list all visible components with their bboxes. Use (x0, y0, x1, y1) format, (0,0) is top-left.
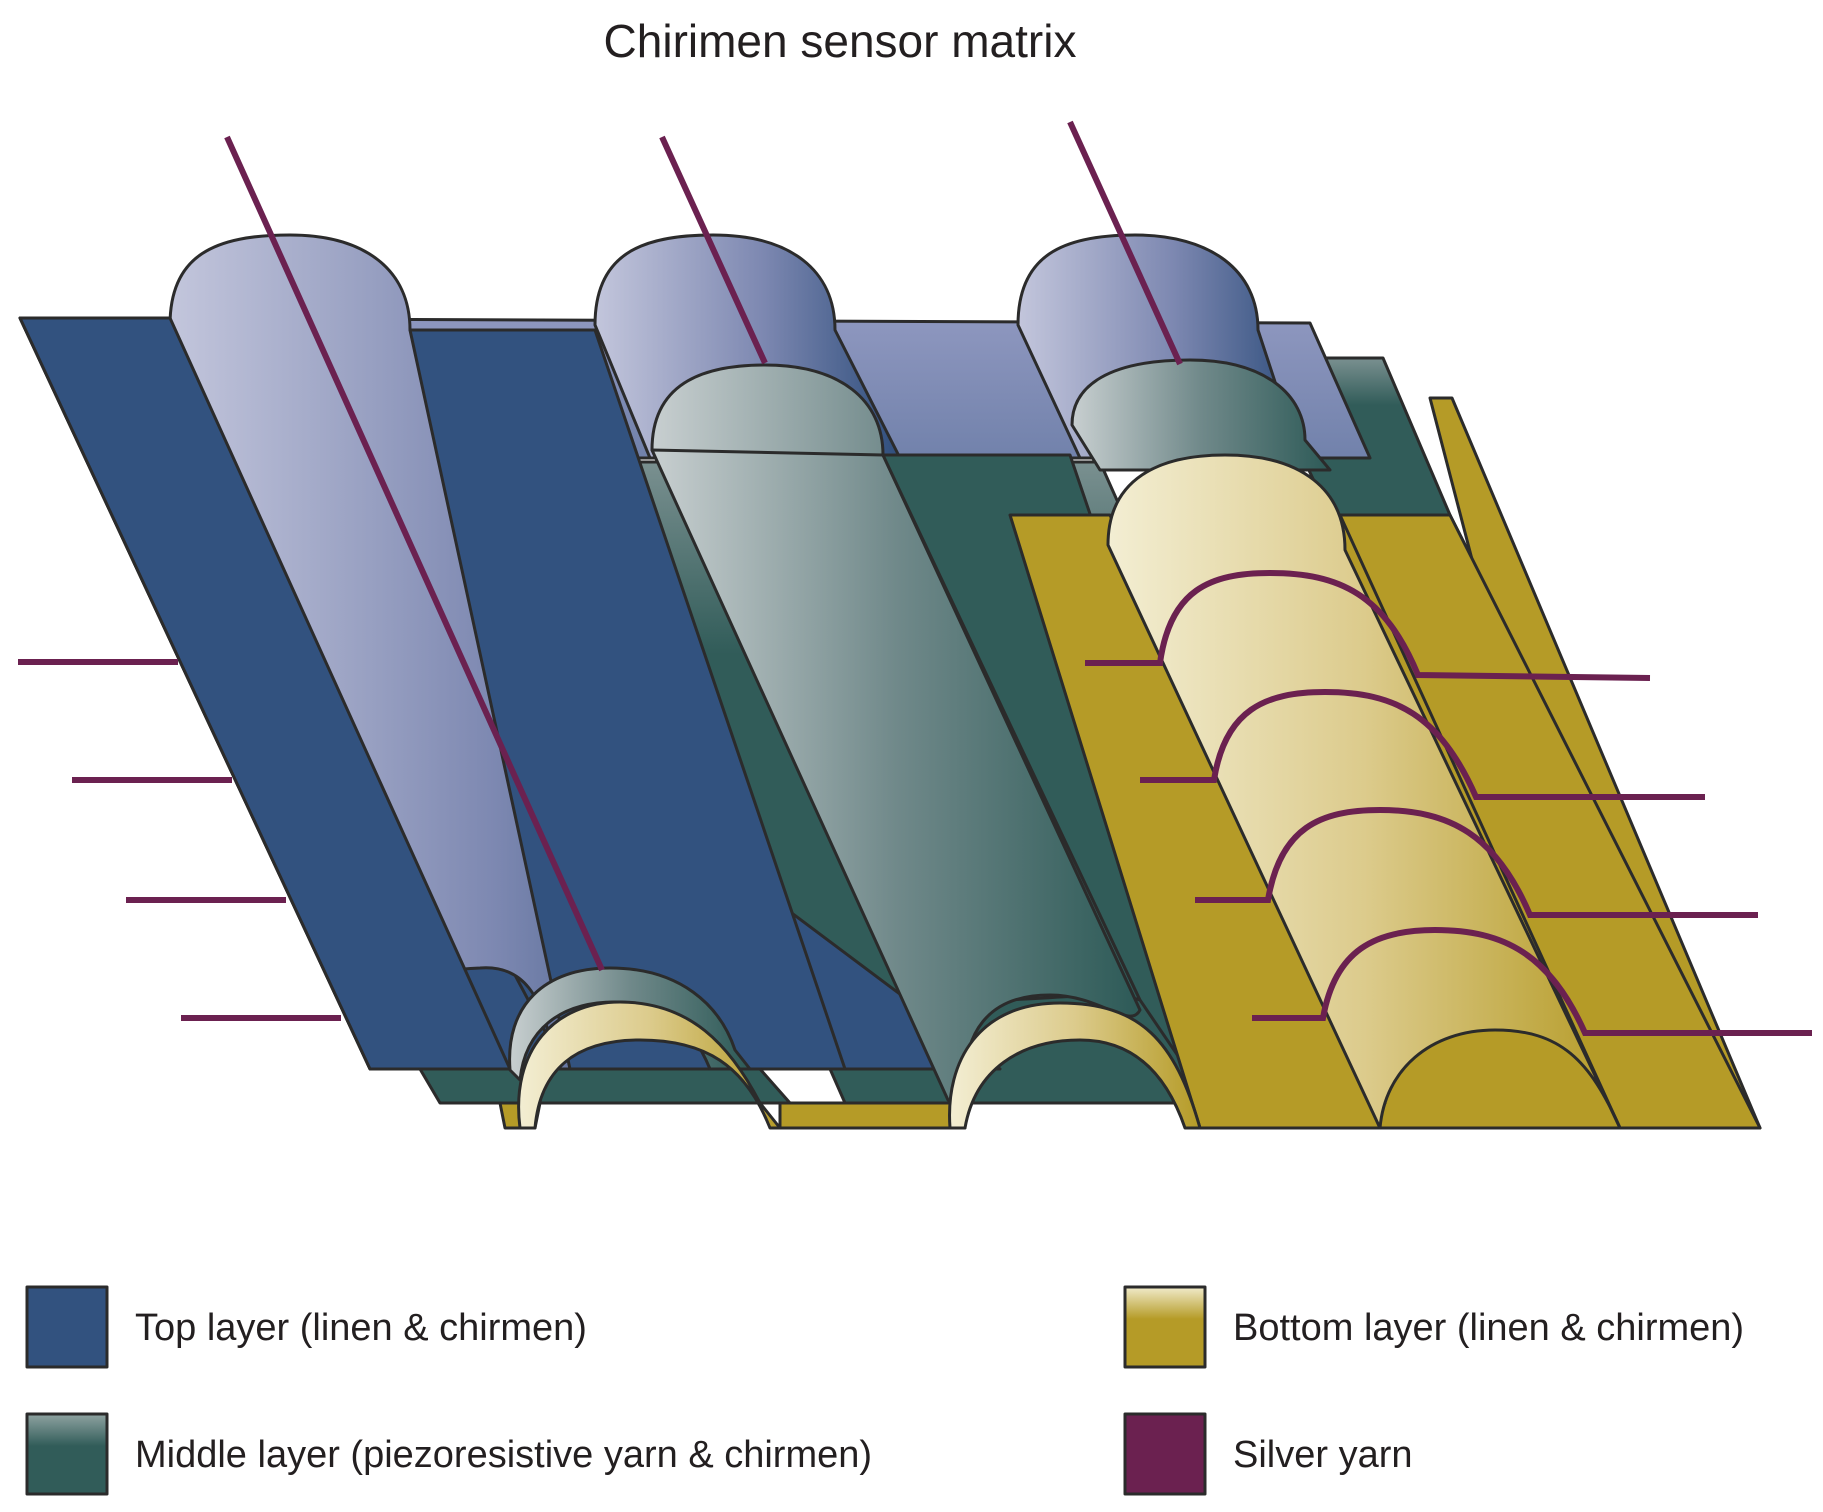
legend-swatch-silver-yarn (1125, 1414, 1205, 1494)
legend-swatch-bottom-layer (1125, 1287, 1205, 1367)
legend-swatch-middle-layer (27, 1414, 107, 1494)
legend-item-silver-yarn: Silver yarn (1125, 1414, 1413, 1494)
legend-item-middle-layer: Middle layer (piezoresistive yarn & chir… (27, 1414, 872, 1494)
legend-swatch-top-layer (27, 1287, 107, 1367)
legend-item-bottom-layer: Bottom layer (linen & chirmen) (1125, 1287, 1744, 1367)
legend-label-bottom-layer: Bottom layer (linen & chirmen) (1233, 1307, 1744, 1349)
legend-label-middle-layer: Middle layer (piezoresistive yarn & chir… (135, 1434, 872, 1476)
legend-label-silver-yarn: Silver yarn (1233, 1434, 1413, 1476)
diagram-title: Chirimen sensor matrix (604, 15, 1077, 67)
legend-item-top-layer: Top layer (linen & chirmen) (27, 1287, 587, 1367)
legend: Top layer (linen & chirmen) Middle layer… (27, 1287, 1744, 1494)
legend-label-top-layer: Top layer (linen & chirmen) (135, 1307, 587, 1349)
